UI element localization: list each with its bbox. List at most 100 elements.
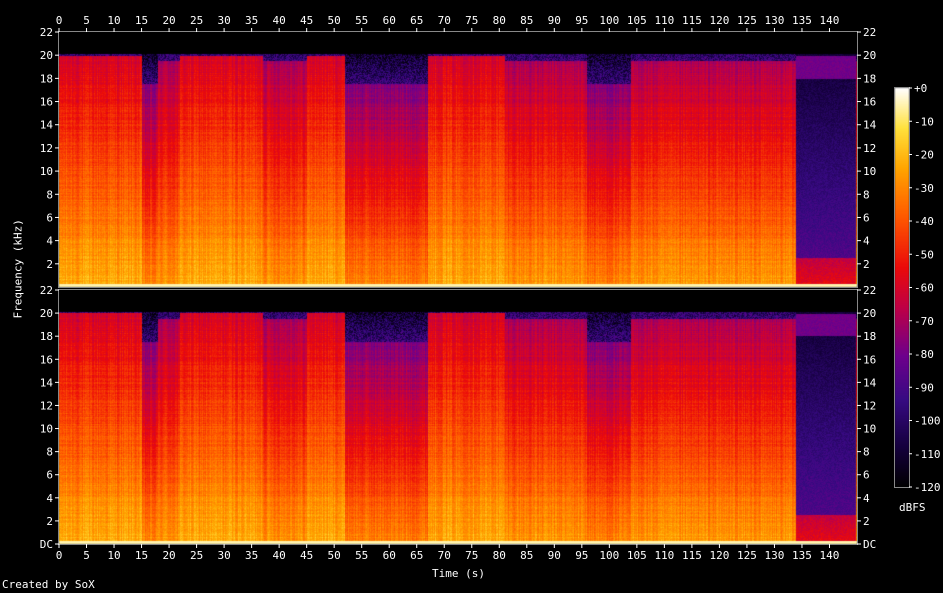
x-tick-top-label: 105 <box>627 14 647 27</box>
colorbar-tick-label: +0 <box>914 82 927 95</box>
y-tick-top-label: 16 <box>40 96 53 109</box>
x-tick-top-label: 30 <box>217 14 230 27</box>
x-tick-top-label: 130 <box>765 14 785 27</box>
x-tick-top-label: 140 <box>820 14 840 27</box>
y-tick-top-label-right: 22 <box>863 26 876 39</box>
colorbar-unit-label: dBFS <box>899 501 926 514</box>
colorbar-frame <box>894 87 910 488</box>
y-tick-top-label: 4 <box>46 235 53 248</box>
x-tick-top-label: 15 <box>135 14 148 27</box>
x-tick-bottom-label: 140 <box>820 549 840 562</box>
x-tick-bottom-label: 5 <box>83 549 90 562</box>
y-tick-top-label: 8 <box>46 188 53 201</box>
y-tick-top-label: 2 <box>46 258 53 271</box>
colorbar-tick-label: -10 <box>914 115 934 128</box>
y-tick-bottom-label-right: 6 <box>863 469 870 482</box>
x-tick-bottom-label: 125 <box>737 549 757 562</box>
x-tick-top-label: 65 <box>410 14 423 27</box>
y-tick-bottom-label-right: 14 <box>863 376 877 389</box>
x-tick-bottom-label: 95 <box>575 549 588 562</box>
x-tick-top-label: 75 <box>465 14 478 27</box>
credit-text: Created by SoX <box>2 578 95 591</box>
y-tick-bottom-label-right: 8 <box>863 446 870 459</box>
x-tick-bottom-label: 70 <box>438 549 451 562</box>
x-tick-top-label: 10 <box>107 14 120 27</box>
x-tick-top-label: 45 <box>300 14 313 27</box>
x-tick-top-label: 120 <box>709 14 729 27</box>
x-tick-top-label: 115 <box>682 14 702 27</box>
colorbar-tick-label: -80 <box>914 348 934 361</box>
colorbar-tick-label: -40 <box>914 215 934 228</box>
y-tick-bottom-label: 16 <box>40 353 53 366</box>
y-tick-top-label-right: 8 <box>863 188 870 201</box>
x-tick-top-label: 125 <box>737 14 757 27</box>
colorbar-tick-label: -90 <box>914 381 934 394</box>
x-tick-bottom-label: 15 <box>135 549 148 562</box>
y-tick-top-label-right: 10 <box>863 165 876 178</box>
x-tick-bottom-label: 55 <box>355 549 368 562</box>
y-tick-bottom-label-right: 4 <box>863 492 870 505</box>
y-tick-bottom-label-right: 12 <box>863 399 876 412</box>
x-tick-top-label: 85 <box>520 14 533 27</box>
y-tick-top-label: 6 <box>46 211 53 224</box>
x-tick-bottom-label: 40 <box>273 549 286 562</box>
colorbar-tick-label: -60 <box>914 282 934 295</box>
x-tick-bottom-label: 90 <box>548 549 561 562</box>
x-tick-bottom-label: 0 <box>56 549 63 562</box>
x-tick-bottom-label: 45 <box>300 549 313 562</box>
y-axis-title: Frequency (kHz) <box>11 219 25 319</box>
y-tick-top-label-right: 20 <box>863 49 876 62</box>
y-tick-bottom-label: 18 <box>40 330 53 343</box>
x-tick-top-label: 55 <box>355 14 368 27</box>
colorbar-tick-label: -20 <box>914 149 934 162</box>
y-tick-top-label: 18 <box>40 72 53 85</box>
y-tick-bottom-label: 22 <box>40 284 53 297</box>
x-tick-top-label: 0 <box>56 14 63 27</box>
y-tick-top-label: 14 <box>40 119 54 132</box>
y-tick-bottom-label-right: 18 <box>863 330 876 343</box>
x-tick-bottom-label: 105 <box>627 549 647 562</box>
x-tick-top-label: 100 <box>599 14 619 27</box>
y-tick-top-label-right: 12 <box>863 142 876 155</box>
y-tick-top-label: 10 <box>40 165 53 178</box>
x-tick-bottom-label: 20 <box>162 549 175 562</box>
y-tick-top-label: 22 <box>40 26 53 39</box>
y-tick-top-label: 20 <box>40 49 53 62</box>
y-tick-bottom-label-right: 20 <box>863 307 876 320</box>
y-tick-bottom-label-right: 10 <box>863 423 876 436</box>
x-tick-bottom-label: 115 <box>682 549 702 562</box>
x-tick-bottom-label: 10 <box>107 549 120 562</box>
y-tick-bottom-label: 10 <box>40 423 53 436</box>
x-tick-top-label: 25 <box>190 14 203 27</box>
colorbar-tick-label: -100 <box>914 415 941 428</box>
y-tick-top-label-right: 4 <box>863 235 870 248</box>
y-tick-bottom-label: 4 <box>46 492 53 505</box>
x-tick-bottom-label: 110 <box>654 549 674 562</box>
y-tick-bottom-label: 2 <box>46 515 53 528</box>
x-tick-bottom-label: 80 <box>493 549 506 562</box>
y-tick-top-label-right: 16 <box>863 96 876 109</box>
x-tick-bottom-label: 60 <box>383 549 396 562</box>
y-tick-bottom-label-right: 16 <box>863 353 876 366</box>
colorbar-tick-label: -120 <box>914 481 941 494</box>
y-tick-bottom-label: 12 <box>40 399 53 412</box>
y-tick-top-label-right: 6 <box>863 211 870 224</box>
y-tick-bottom-label-right: 22 <box>863 284 876 297</box>
colorbar-tick-label: -70 <box>914 315 934 328</box>
y-tick-bottom-label: 6 <box>46 469 53 482</box>
x-tick-bottom-label: 50 <box>328 549 341 562</box>
y-tick-top-label-right: 14 <box>863 119 877 132</box>
x-tick-top-label: 35 <box>245 14 258 27</box>
x-tick-bottom-label: 65 <box>410 549 423 562</box>
y-tick-bottom-label: 8 <box>46 446 53 459</box>
x-tick-top-label: 20 <box>162 14 175 27</box>
y-tick-bottom-label-right: 2 <box>863 515 870 528</box>
colorbar-tick-label: -50 <box>914 248 934 261</box>
bottom-panel-frame <box>58 289 858 545</box>
x-tick-top-label: 135 <box>792 14 812 27</box>
x-tick-bottom-label: 25 <box>190 549 203 562</box>
top-panel-frame <box>58 31 858 288</box>
x-tick-top-label: 110 <box>654 14 674 27</box>
x-axis-title: Time (s) <box>432 567 485 580</box>
